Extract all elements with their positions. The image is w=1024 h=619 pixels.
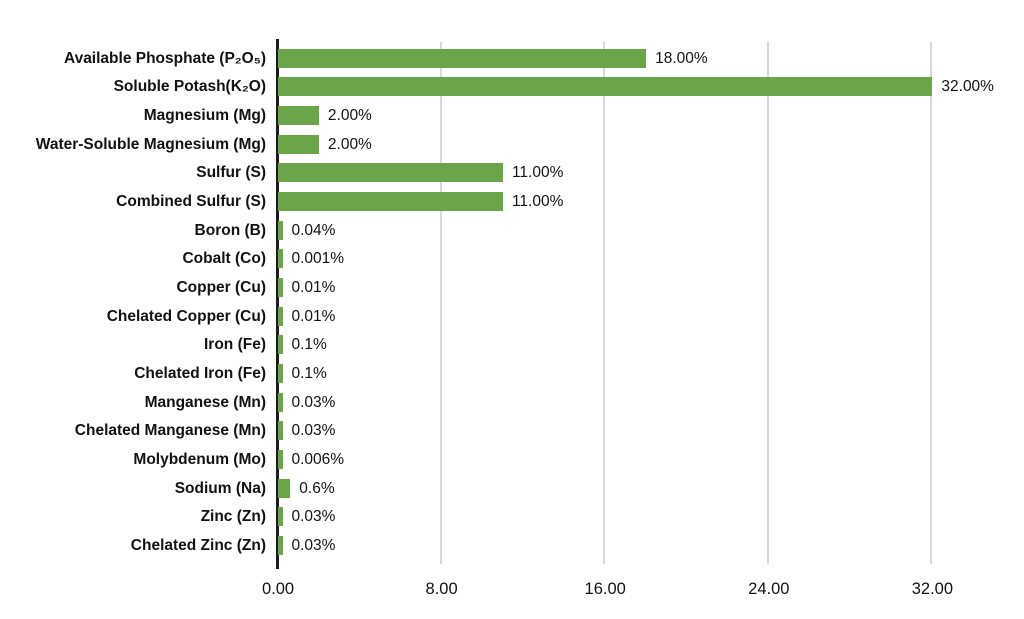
value-label: 2.00%	[327, 135, 372, 153]
value-label: 32.00%	[941, 78, 994, 96]
x-tick-label: 8.00	[425, 580, 458, 598]
category-label: Sulfur (S)	[196, 164, 266, 182]
bar	[278, 535, 283, 555]
bar	[278, 478, 291, 498]
bar	[278, 106, 319, 126]
x-tick-label: 24.00	[748, 580, 790, 598]
bar	[278, 278, 283, 298]
bar	[278, 335, 283, 355]
category-label: Molybdenum (Mo)	[133, 450, 266, 468]
category-label: Available Phosphate (P₂O₅)	[63, 49, 266, 67]
value-label: 0.1%	[291, 336, 327, 354]
value-label: 0.03%	[291, 422, 336, 440]
x-tick-label: 16.00	[584, 580, 626, 598]
bar	[278, 192, 503, 212]
category-label: Soluble Potash(K₂O)	[113, 78, 266, 96]
bar	[278, 48, 647, 68]
value-label: 0.04%	[291, 221, 336, 239]
category-label: Chelated Zinc (Zn)	[130, 536, 266, 554]
value-label: 11.00%	[511, 193, 564, 211]
gridline	[603, 42, 606, 564]
bar	[278, 220, 283, 240]
value-label: 0.1%	[291, 364, 327, 382]
gridline	[439, 42, 442, 564]
y-axis-line	[275, 39, 279, 569]
value-label: 2.00%	[327, 107, 372, 125]
category-label: Copper (Cu)	[176, 279, 266, 297]
x-tick-label: 32.00	[911, 580, 954, 598]
category-label: Chelated Manganese (Mn)	[74, 422, 266, 440]
category-label: Magnesium (Mg)	[143, 107, 266, 125]
bar	[278, 392, 283, 412]
value-label: 0.01%	[291, 279, 336, 297]
value-label: 0.006%	[291, 450, 345, 468]
x-tick-label: 0.00	[261, 580, 295, 598]
category-label: Iron (Fe)	[204, 336, 266, 354]
category-label: Boron (B)	[194, 221, 266, 239]
bar	[278, 249, 283, 269]
value-label: 0.03%	[291, 393, 336, 411]
value-label: 0.001%	[291, 250, 345, 268]
category-label: Chelated Iron (Fe)	[134, 364, 266, 382]
category-label: Combined Sulfur (S)	[116, 193, 266, 211]
bar	[278, 449, 283, 469]
category-label: Zinc (Zn)	[200, 508, 266, 526]
category-label: Manganese (Mn)	[144, 393, 266, 411]
bar	[278, 134, 319, 154]
category-label: Sodium (Na)	[174, 479, 266, 497]
gridline	[766, 42, 769, 564]
bar	[278, 306, 283, 326]
bar	[278, 507, 283, 527]
value-label: 18.00%	[655, 49, 708, 67]
value-label: 0.01%	[291, 307, 336, 325]
category-label: Chelated Copper (Cu)	[106, 307, 266, 325]
bar	[278, 363, 283, 383]
value-label: 0.03%	[291, 536, 336, 554]
value-label: 0.03%	[291, 508, 336, 526]
category-label: Water-Soluble Magnesium (Mg)	[35, 135, 266, 153]
value-label: 0.6%	[299, 479, 335, 497]
bar	[278, 163, 503, 183]
value-label: 11.00%	[511, 164, 564, 182]
category-label: Cobalt (Co)	[182, 250, 266, 268]
bar	[278, 421, 283, 441]
gridline	[930, 42, 933, 564]
bar	[278, 77, 933, 97]
